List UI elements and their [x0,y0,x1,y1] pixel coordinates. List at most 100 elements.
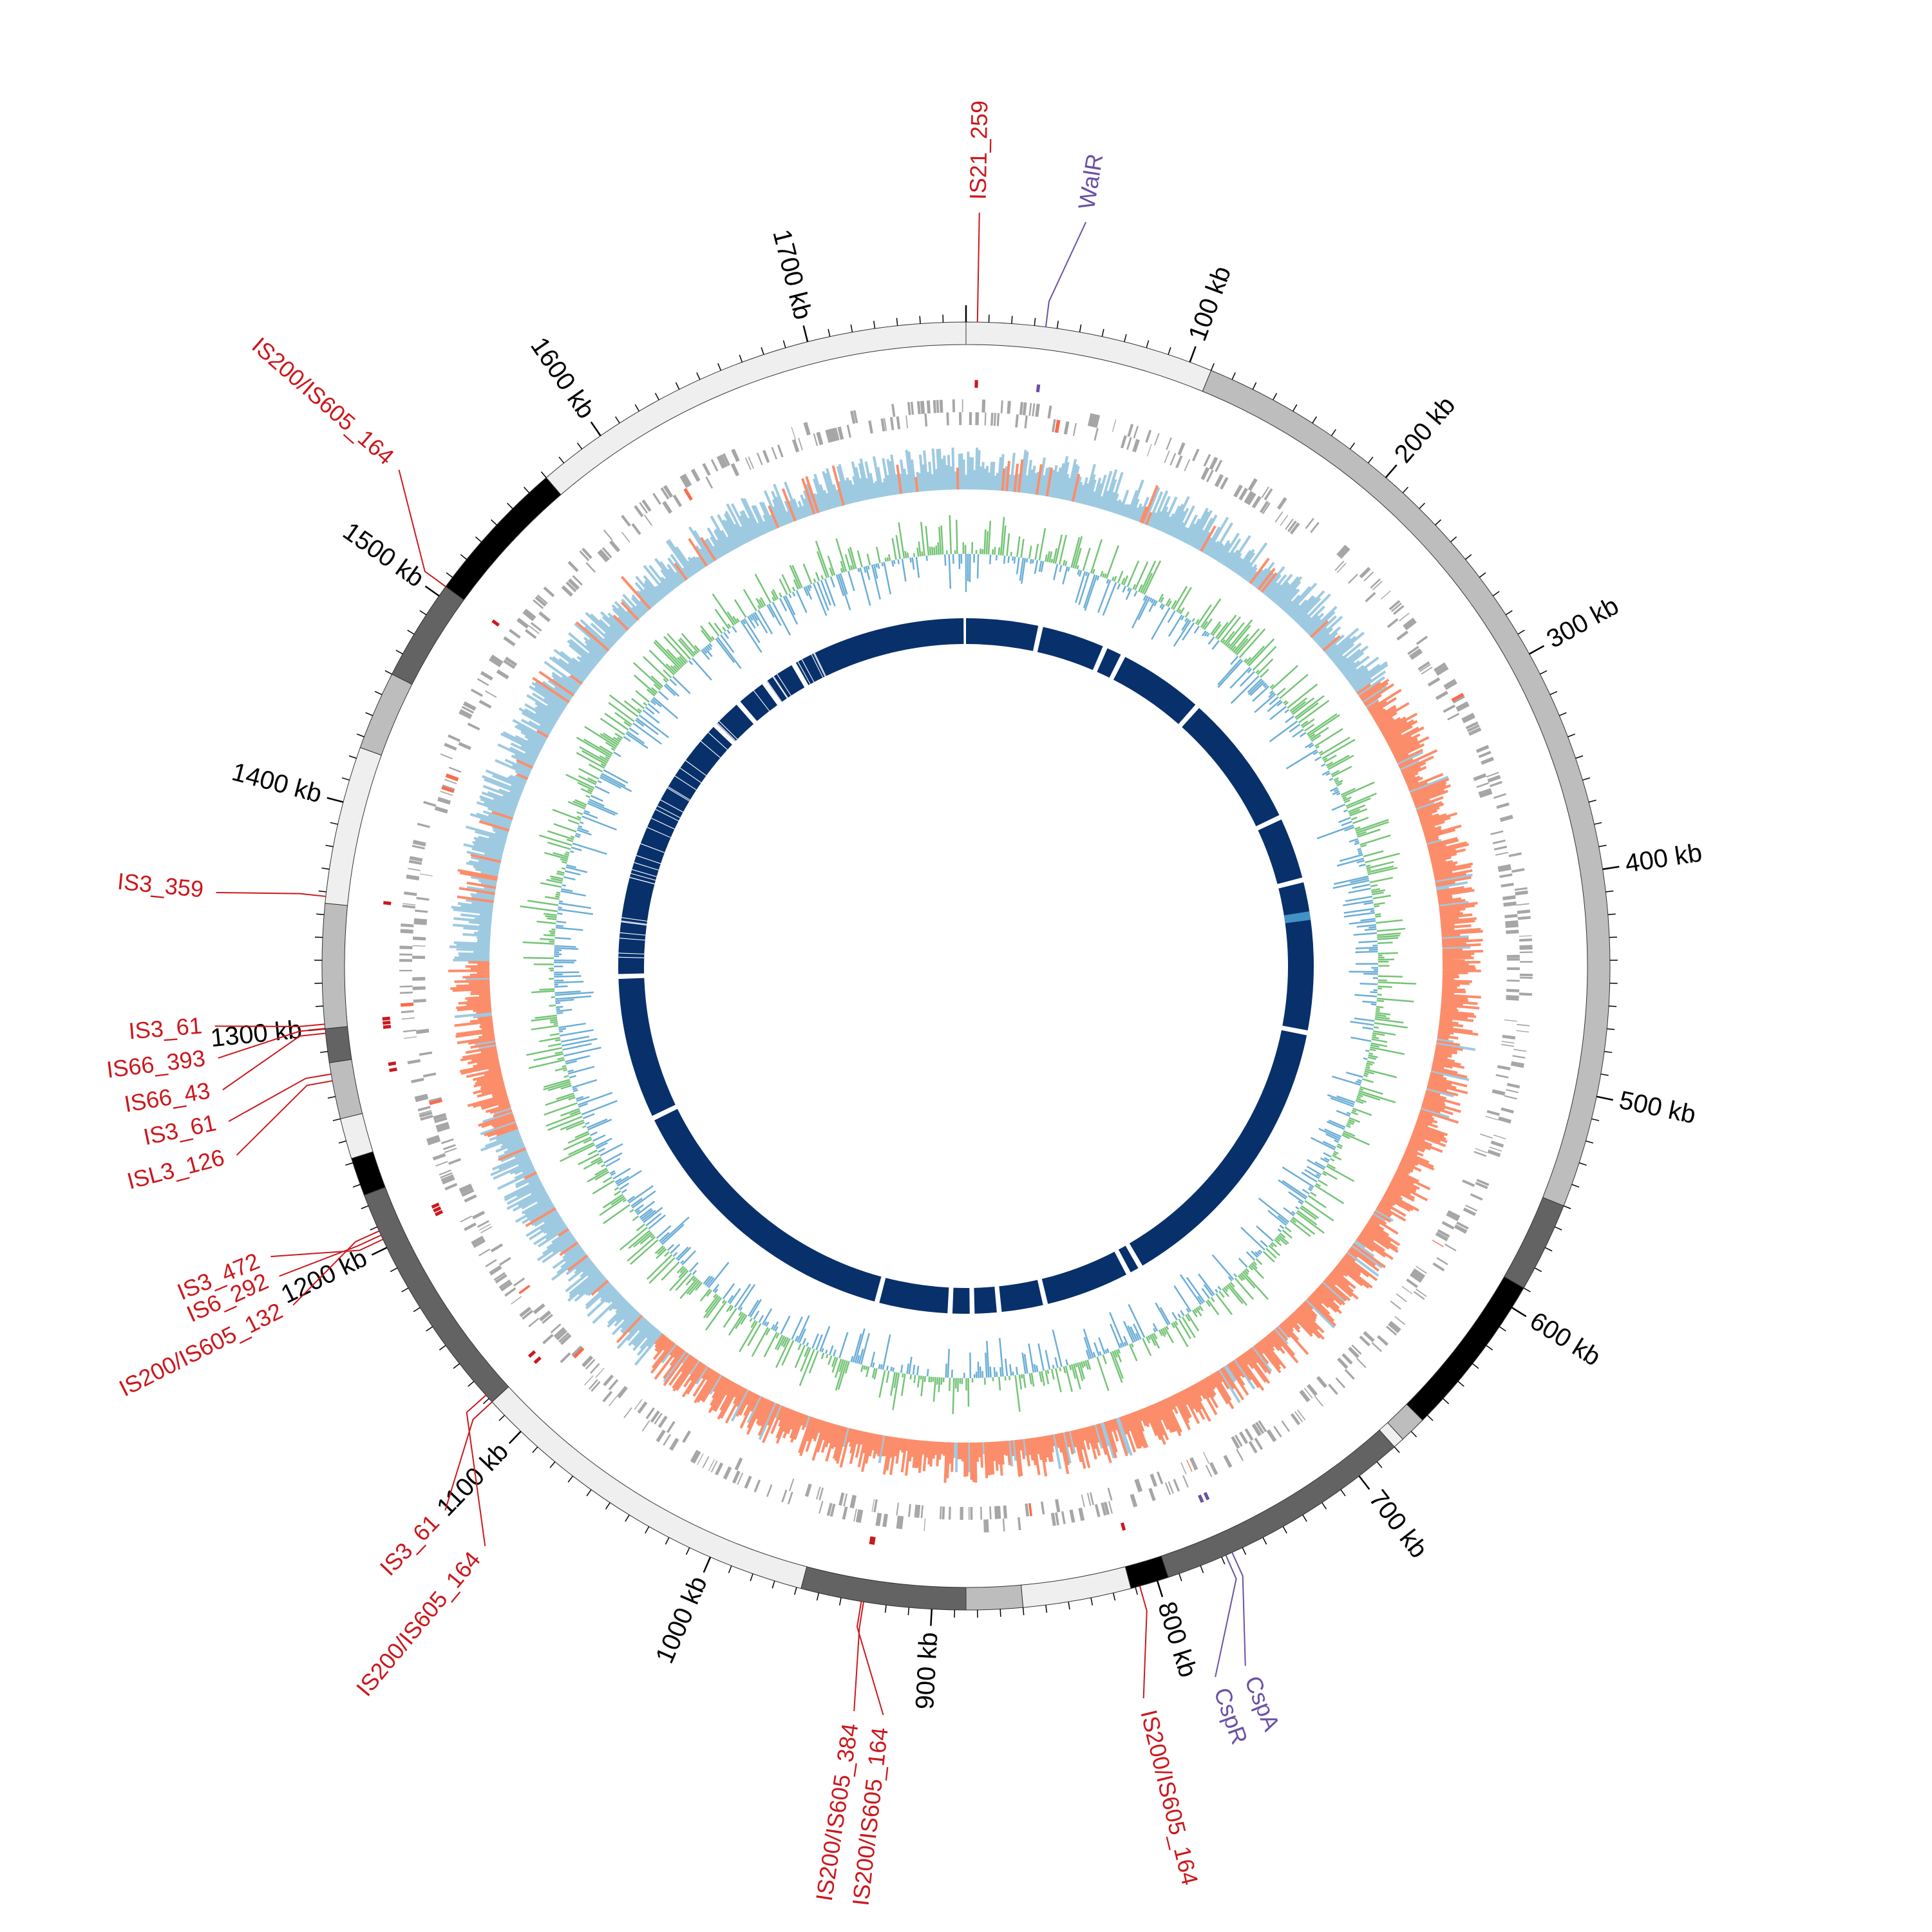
cds-feature [1061,1511,1066,1524]
core-gap-line [762,683,778,705]
cds-feature [631,523,641,535]
minor-tick [1367,457,1374,464]
cds-feature [1299,1391,1308,1403]
cds-feature [1502,1034,1516,1040]
cds-feature [722,453,730,466]
cds-feature [419,873,433,876]
cds-feature [434,806,448,814]
cds-feature [490,1243,504,1253]
minor-tick [498,1415,506,1421]
cds-feature [485,690,497,698]
minor-tick [1146,340,1150,348]
cds-feature [1336,562,1347,573]
cds-feature [1126,437,1132,450]
cds-feature [585,1359,596,1370]
cds-feature [1189,1457,1198,1471]
cds-feature [444,1182,458,1191]
minor-tick [1394,1446,1400,1454]
cds-feature [437,797,451,805]
cds-feature [1416,1265,1427,1274]
minor-tick [1534,1267,1542,1273]
cds-feature [1407,645,1419,656]
cds-feature [1047,405,1052,419]
cds-feature [437,1125,450,1133]
cds-feature [842,1506,848,1520]
cds-feature [1170,453,1177,466]
cds-feature [1511,868,1525,873]
cds-feature [650,1410,660,1423]
cds-feature [423,800,437,807]
minor-tick [475,536,482,543]
contig-block [965,321,1212,392]
cds-feature [1498,1116,1511,1124]
cds-feature [697,1453,704,1466]
cds-feature [732,1470,741,1484]
feature-label: IS200/IS605_164 [1135,1707,1203,1888]
cds-feature [1234,1434,1243,1447]
cds-feature [1086,1493,1092,1506]
contig-blocks-ring [321,321,1611,1611]
cds-feature [1220,477,1229,490]
contig-block [800,1566,967,1611]
cds-feature [873,1499,878,1513]
cds-feature [1444,681,1457,690]
feature-leader-line [1231,1552,1246,1666]
minor-tick [1605,890,1614,893]
feature-labels: IS21_259 WalRCspACspRIS200/IS605_164IS200… [105,100,1285,1908]
cds-feature [448,766,462,773]
minor-tick [1544,1247,1553,1252]
cds-feature [1434,662,1446,672]
minor-tick [356,734,365,737]
core-gap-line [719,721,738,740]
cds-feature [402,903,416,905]
feature-leader-line [216,891,326,897]
minor-tick [1435,519,1441,526]
cds-feature [1025,1503,1030,1517]
cds-feature [1019,402,1024,415]
cds-feature [442,1177,455,1185]
cds-feature [1007,401,1011,414]
cds-feature [1388,1323,1399,1334]
minor-tick [549,1461,556,1468]
core-segment [1182,708,1280,826]
minor-tick [1068,1602,1070,1610]
cds-feature [1462,1179,1475,1188]
cds-feature [1305,518,1314,529]
core-variant-segment [1283,911,1311,923]
major-tick [1511,1307,1527,1318]
minor-tick [315,1005,323,1007]
cds-feature [1519,976,1533,979]
cds-feature [591,1381,601,1392]
cds-feature [889,417,895,430]
cds-feature [550,1323,562,1334]
cds-feature [582,1355,594,1368]
minor-tick [1376,1461,1383,1468]
cds-feature [1475,1181,1488,1189]
cds-feature [408,867,421,871]
core-gap-line [801,659,815,683]
cds-feature [1173,1479,1180,1492]
cds-feature [1078,1507,1085,1521]
cds-feature [1519,973,1533,977]
feature-leader-line [218,1028,325,1059]
cds-feature [480,1226,493,1234]
minor-tick [1523,1287,1531,1293]
cds-feature [1510,1064,1524,1068]
minor-tick [468,1381,475,1387]
contig-block [339,1113,374,1159]
cds-feature [777,444,784,458]
minor-tick [374,690,383,696]
cds-feature [1264,488,1273,500]
cds-feature [803,422,811,436]
minor-tick [1221,1557,1226,1565]
minor-tick [1598,844,1607,848]
minor-tick [1559,712,1567,716]
minor-tick [907,1607,910,1616]
major-tick [424,585,440,597]
core-gap-line [621,921,647,926]
cds-feature [458,741,471,750]
core-segment [1037,627,1103,670]
cds-feature [413,999,426,1003]
cds-feature [522,1309,534,1320]
cds-feature [1443,679,1457,688]
